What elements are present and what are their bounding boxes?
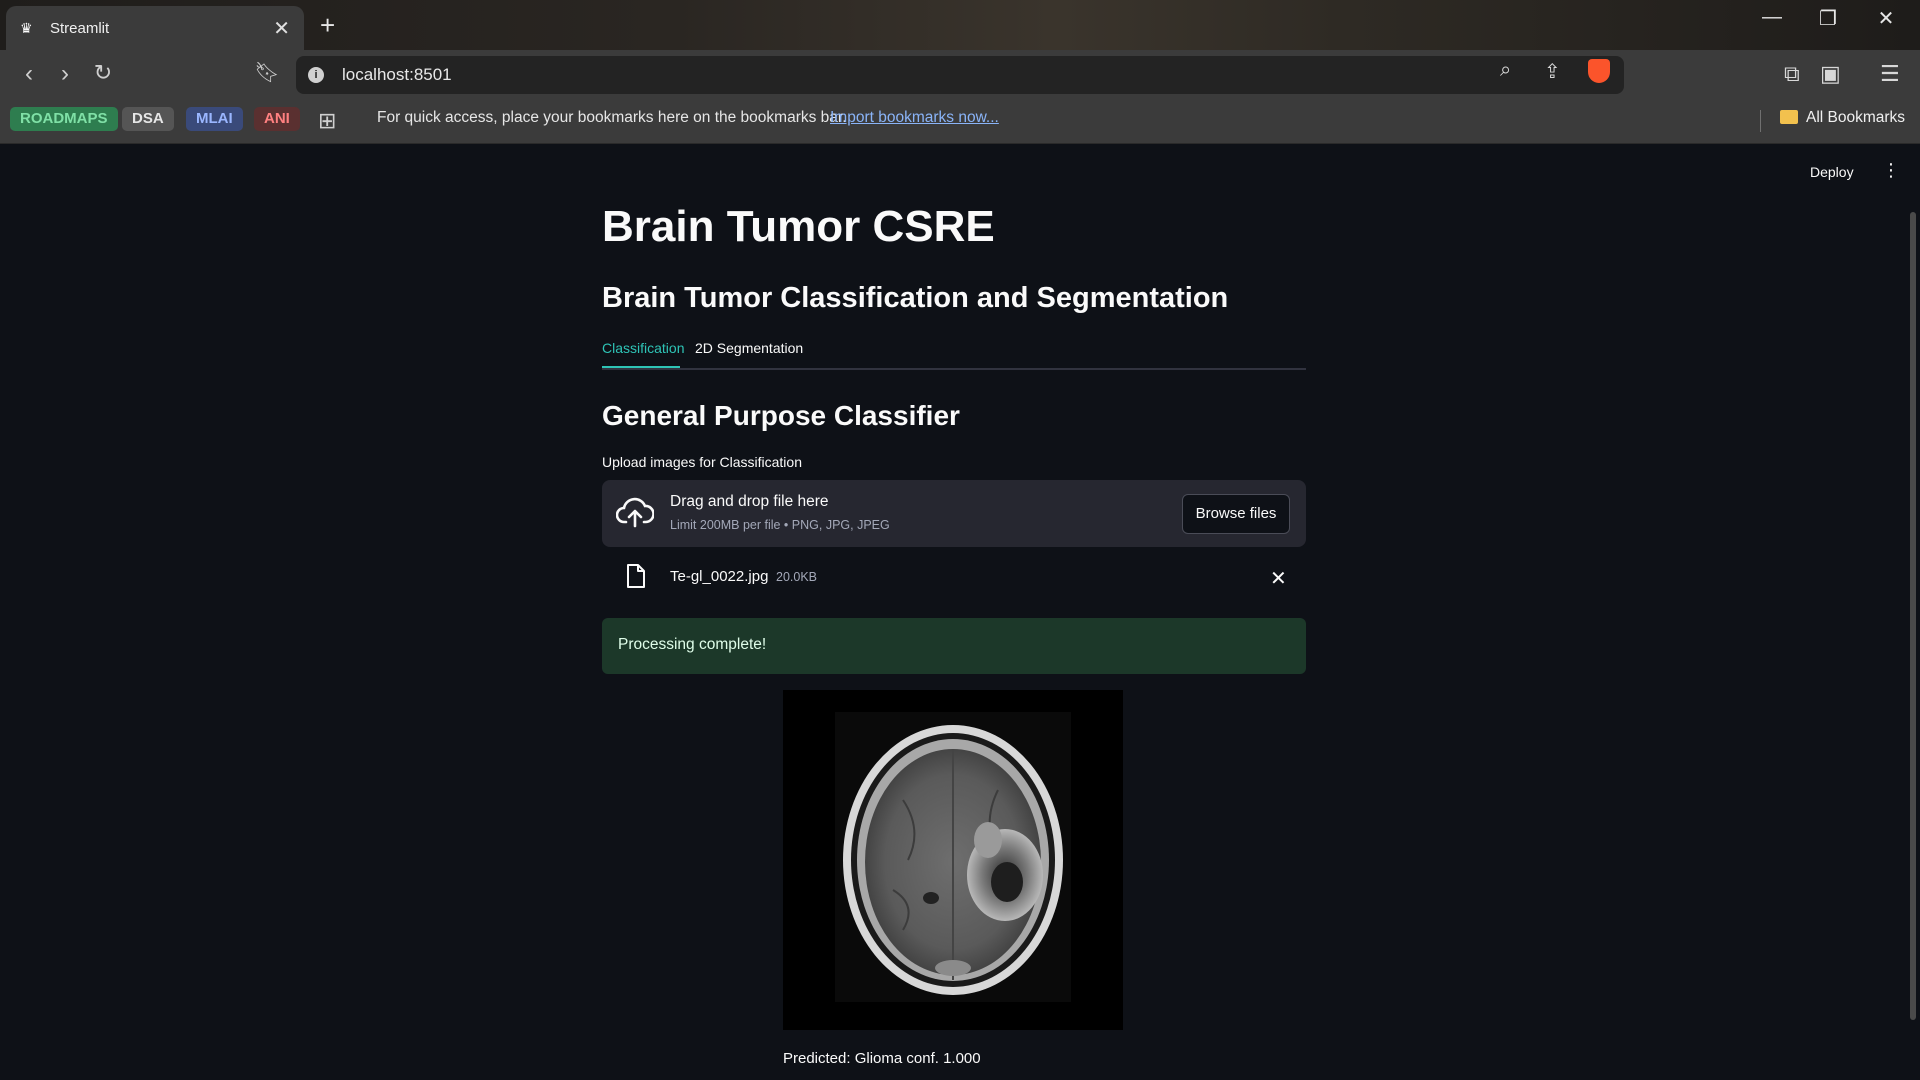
folder-icon — [1780, 110, 1798, 124]
close-tab-icon[interactable]: ✕ — [273, 17, 290, 40]
brave-shield-icon[interactable] — [1588, 59, 1610, 83]
cloud-upload-icon — [616, 497, 654, 528]
all-bookmarks-button[interactable]: All Bookmarks — [1806, 109, 1906, 126]
back-icon[interactable]: ‹ — [25, 60, 33, 87]
zoom-icon[interactable]: ⌕ — [1500, 59, 1512, 81]
deploy-button[interactable]: Deploy — [1810, 164, 1854, 180]
bookmark-icon[interactable]: 🔖︎ — [254, 62, 280, 84]
uploaded-file-row: Te-gl_0022.jpg 20.0KB ✕ — [602, 560, 1306, 600]
page-title: Brain Tumor CSRE — [602, 202, 995, 251]
drop-text: Drag and drop file here — [670, 493, 829, 510]
file-dropzone[interactable]: Drag and drop file here Limit 200MB per … — [602, 480, 1306, 547]
new-tab-icon[interactable]: + — [320, 10, 336, 40]
bookmarks-hint: For quick access, place your bookmarks h… — [377, 109, 847, 126]
site-info-icon[interactable]: i — [308, 67, 324, 83]
success-alert: Processing complete! — [602, 618, 1306, 674]
streamlit-page: Deploy ⋮ Brain Tumor CSRE Brain Tumor Cl… — [0, 144, 1920, 1080]
limit-text: Limit 200MB per file • PNG, JPG, JPEG — [670, 518, 890, 532]
browser-titlebar: ♛ Streamlit ✕ + — ❐ ✕ — [0, 0, 1920, 50]
bookmark-roadmaps[interactable]: ROADMAPS — [10, 107, 118, 131]
browser-tab[interactable]: ♛ Streamlit ✕ — [6, 6, 304, 50]
minimize-icon[interactable]: — — [1762, 6, 1782, 28]
brain-scan-image — [783, 690, 1123, 1030]
more-options-icon[interactable]: ⋮ — [1882, 160, 1900, 180]
extensions-icon[interactable]: ⧉ — [1784, 61, 1800, 86]
browse-files-button[interactable]: Browse files — [1182, 494, 1290, 534]
sidebar-icon[interactable]: ▣ — [1820, 61, 1841, 86]
streamlit-favicon-icon: ♛ — [20, 20, 33, 36]
reload-icon[interactable]: ↻ — [93, 60, 113, 85]
prediction-caption: Predicted: Glioma conf. 1.000 — [783, 1050, 981, 1067]
forward-icon[interactable]: › — [61, 60, 69, 87]
page-scrollbar[interactable] — [1910, 212, 1916, 1020]
remove-file-icon[interactable]: ✕ — [1270, 568, 1287, 590]
active-tab-indicator — [602, 366, 680, 368]
section-title: General Purpose Classifier — [602, 400, 960, 431]
uploader-label: Upload images for Classification — [602, 454, 802, 470]
share-icon[interactable]: ⇪ — [1544, 61, 1561, 83]
file-name: Te-gl_0022.jpg — [670, 568, 769, 585]
tab-bar: Classification 2D Segmentation — [602, 340, 1306, 370]
address-bar[interactable]: i localhost:8501 — [296, 56, 1624, 94]
bookmark-dsa[interactable]: DSA — [122, 107, 174, 131]
file-icon — [627, 564, 645, 588]
bookmark-mlai[interactable]: MLAI — [186, 107, 243, 131]
browser-toolbar: ‹ › ↻ 🔖︎ i localhost:8501 ⌕ ⇪ ⧉ ▣ ☰ — [0, 50, 1920, 100]
tab-2d-segmentation[interactable]: 2D Segmentation — [695, 340, 804, 356]
bookmark-ani[interactable]: ANI — [254, 107, 300, 131]
apps-grid-icon[interactable]: ⊞ — [318, 108, 337, 133]
tab-classification[interactable]: Classification — [602, 340, 685, 356]
close-window-icon[interactable]: ✕ — [1877, 8, 1895, 30]
bookmarks-divider — [1760, 110, 1761, 132]
mri-image — [783, 690, 1123, 1030]
url-text: localhost:8501 — [342, 65, 452, 84]
page-subtitle: Brain Tumor Classification and Segmentat… — [602, 282, 1229, 314]
file-size: 20.0KB — [776, 570, 818, 584]
menu-icon[interactable]: ☰ — [1880, 61, 1900, 86]
bookmarks-bar: ROADMAPS DSA MLAI ANI ⊞ For quick access… — [0, 100, 1920, 144]
success-message: Processing complete! — [618, 636, 767, 653]
restore-icon[interactable]: ❐ — [1819, 8, 1837, 30]
import-bookmarks-link[interactable]: Import bookmarks now... — [830, 109, 999, 126]
tab-title: Streamlit — [50, 19, 110, 37]
